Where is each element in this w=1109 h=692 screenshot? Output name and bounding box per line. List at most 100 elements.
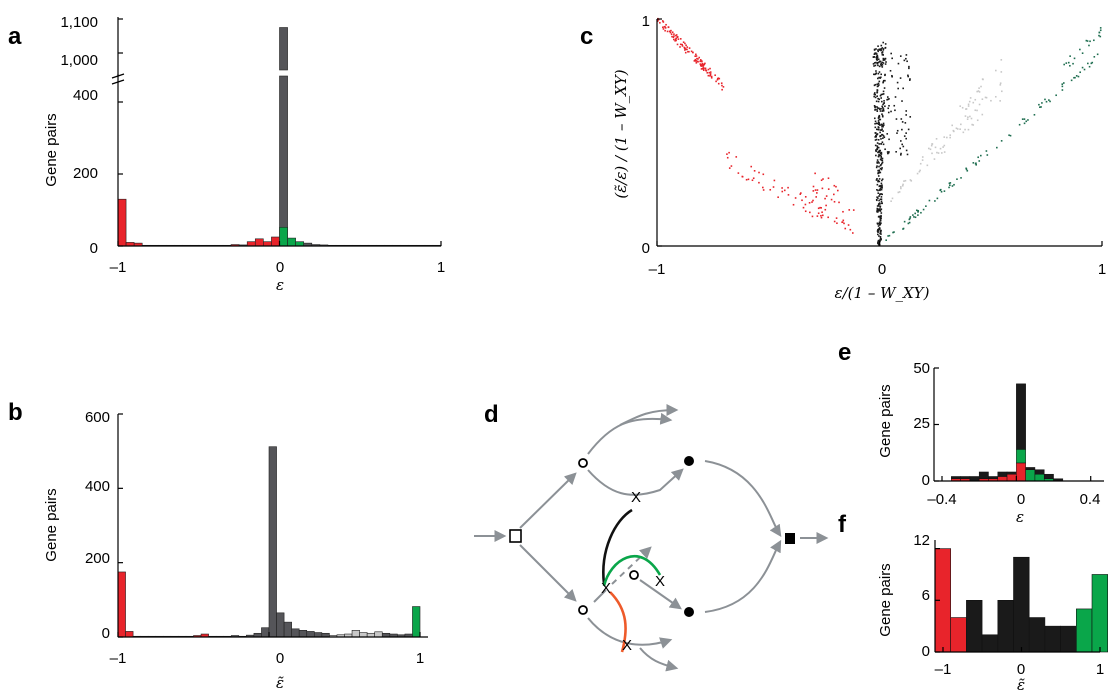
panel-c-point-147 [751,179,754,182]
panel-c-point-587 [881,186,883,188]
panel-c-point-740 [942,146,944,148]
panel-c-point-767 [949,182,952,184]
panel-c-point-88 [671,35,673,38]
panel-c-point-62 [673,35,675,37]
panel-c-point-16 [666,30,669,33]
panel-c-point-816 [892,231,894,234]
panel-c-point-665 [934,146,937,149]
panel-c-point-282 [875,100,878,103]
panel-c-point-850 [1069,64,1071,67]
panel-c-point-534 [876,148,879,150]
panel-c-point-259 [876,59,878,61]
panel-c-point-648 [905,110,908,112]
panel-c-point-781 [1000,140,1003,142]
panel-c-point-405 [877,72,880,75]
panel-c-point-199 [835,185,837,188]
panel-c-point-812 [917,211,919,213]
panel-b-bar-34 [374,631,383,638]
panel-c-point-649 [888,138,890,141]
panel-c-point-63 [699,60,701,63]
panel-c-point-441 [879,110,882,112]
panel-c-point-542 [878,65,881,68]
panel-c-point-570 [877,77,879,80]
diagram-edge-to-upper [519,472,577,529]
panel-c-point-681 [1000,90,1003,93]
panel-c-point-205 [827,188,830,190]
panel-e-bar-9-green [1034,473,1045,482]
panel-a-bar-22 [295,241,305,247]
panel-c-point-110 [667,26,670,28]
panel-c-point-819 [1061,89,1064,91]
panel-c-point-20 [685,44,687,47]
panel-a-bar-17 [254,238,264,247]
panel-c-point-596 [896,129,899,132]
diagram-lower-to-output [704,539,782,613]
diagram-cross-lower: X [622,637,632,654]
panel-c-point-569 [878,60,881,63]
panel-c-point-221 [880,123,883,126]
panel-c-point-839 [1041,102,1043,104]
panel-c-point-340 [875,52,877,54]
panel-c-point-661 [964,128,966,131]
panel-c-point-455 [874,120,877,123]
panel-c-point-209 [836,189,839,192]
panel-c-point-299 [881,110,884,112]
panel-c-point-473 [878,151,881,153]
panel-c-point-23 [702,69,705,72]
panel-c-point-504 [878,84,880,86]
diagram-orange-interaction [609,591,627,653]
panel-b-ylabel: Gene pairs [43,488,60,561]
panel-c-point-479 [880,97,883,99]
panel-c-point-672 [903,180,905,182]
panel-c-point-575 [877,233,879,236]
panel-c-point-845 [1099,27,1102,29]
panel-c-point-498 [881,202,883,205]
panel-b-bar-24 [298,630,308,638]
panel-b-bar-21 [276,612,285,638]
panel-c-point-288 [876,177,878,180]
panel-c-point-805 [936,197,939,200]
panel-c-point-89 [695,53,697,56]
panel-c-point-537 [875,53,878,55]
panel-c-point-469 [879,231,882,233]
panel-c-point-61 [676,43,679,46]
panel-c-point-832 [1081,66,1084,69]
panel-c-point-47 [722,86,725,88]
panel-c-point-786 [917,214,919,216]
panel-a-bar-19 [271,236,280,247]
panel-c-point-196 [830,198,833,201]
panel-c-point-533 [874,105,876,108]
panel-c-point-717 [980,85,982,88]
panel-c-point-466 [879,235,882,238]
panel-c-point-601 [907,128,910,131]
panel-c-point-123 [747,178,750,181]
panel-c-point-12 [674,38,677,41]
panel-c-xtick-0: 0 [878,261,886,278]
panel-c-point-48 [668,30,671,33]
panel-a-ytick-200: 200 [73,165,98,182]
panel-c-point-307 [881,157,884,160]
panel-c-point-739 [972,101,975,104]
panel-c-point-516 [877,100,880,103]
panel-c-point-741 [931,143,933,145]
panel-c-point-847 [1067,61,1070,64]
panel-c-point-360 [880,142,882,145]
panel-c-point-577 [880,159,883,161]
panel-b-ytick-400: 400 [85,478,110,495]
panel-b-bar-39 [412,606,421,638]
panel-c-point-853 [1063,63,1065,66]
panel-c-point-82 [707,68,710,71]
panel-c-point-503 [880,76,882,79]
panel-c-point-555 [877,146,880,149]
panel-c-point-529 [876,95,879,97]
panel-c-point-830 [1040,106,1042,108]
panel-c-point-58 [703,63,706,66]
diagram-dashed-edge [611,546,652,585]
panel-a-bar-upper-20 [279,27,288,71]
panel-c-point-111 [675,34,678,36]
panel-c-point-674 [994,95,997,98]
panel-c-point-230 [878,199,880,202]
panel-c-point-167 [726,156,729,159]
panel-c-point-810 [1087,62,1089,65]
panel-c-point-267 [881,115,884,118]
